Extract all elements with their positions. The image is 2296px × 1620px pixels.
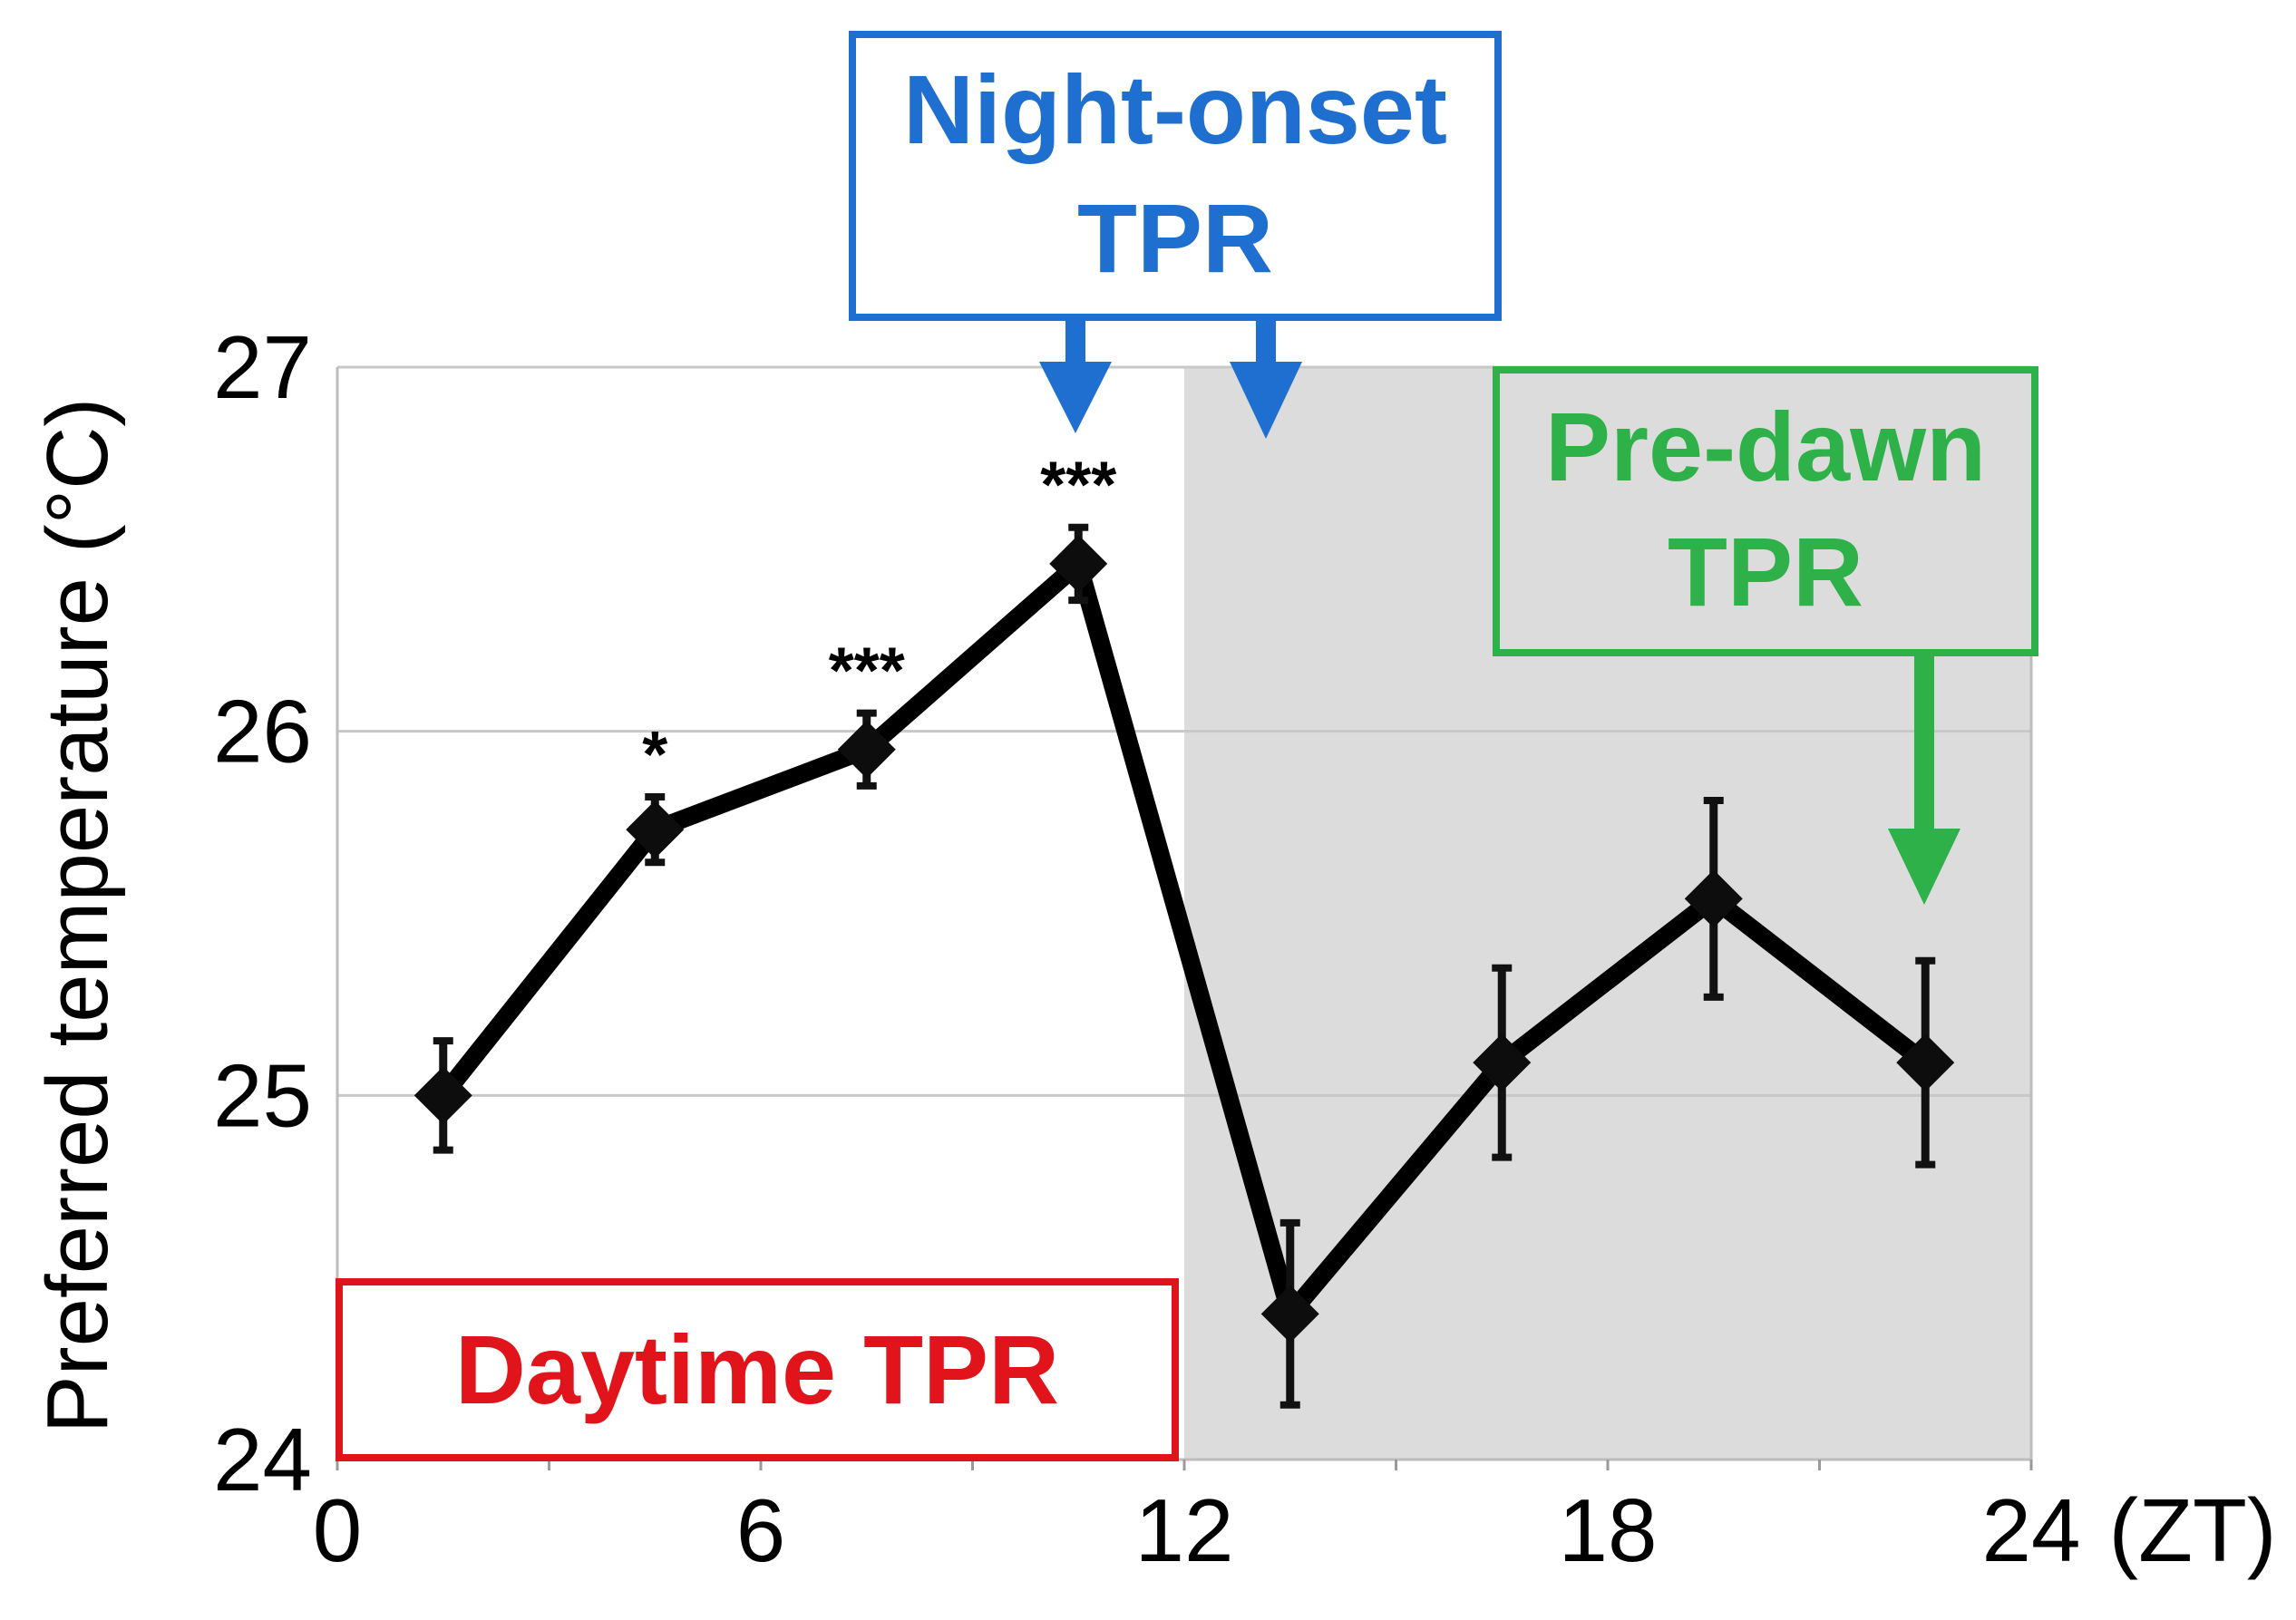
y-tick-label: 25 xyxy=(213,1045,312,1145)
data-point-marker xyxy=(413,1066,472,1125)
pre-dawn-label-line2: TPR xyxy=(1668,517,1863,626)
x-tick-label: 18 xyxy=(1558,1480,1657,1580)
data-point-group xyxy=(413,1037,472,1154)
data-point-marker xyxy=(837,720,896,779)
data-point-group xyxy=(1260,1218,1319,1409)
data-point-marker xyxy=(626,800,685,859)
daytime-annotation: Daytime TPR xyxy=(336,1278,1179,1461)
x-tick-label: 24 xyxy=(1981,1480,2080,1580)
series-layer: ******* xyxy=(413,450,1955,1409)
data-point-group: *** xyxy=(1040,450,1116,605)
series-line xyxy=(435,554,1931,1324)
pre-dawn-annotation: Pre-dawn TPR xyxy=(1493,366,2038,905)
y-tick-label: 27 xyxy=(213,317,312,417)
data-point-marker xyxy=(1684,869,1743,928)
x-unit-label: (ZT) xyxy=(2109,1480,2277,1580)
y-tick-labels: 24 25 26 27 xyxy=(213,317,312,1509)
x-tick-label: 0 xyxy=(313,1480,363,1580)
pre-dawn-arrow xyxy=(1888,656,1960,905)
x-tick-labels: 0 6 12 18 24 xyxy=(313,1480,2081,1580)
night-onset-box xyxy=(849,31,1502,321)
significance-label: *** xyxy=(829,635,905,708)
night-onset-arrow-1 xyxy=(1039,321,1112,433)
data-point-marker xyxy=(1473,1033,1532,1092)
data-point-group: *** xyxy=(829,635,905,790)
significance-label: *** xyxy=(1040,450,1116,522)
daytime-box xyxy=(336,1278,1179,1461)
night-onset-annotation: Night-onset TPR xyxy=(849,31,1502,439)
night-onset-arrow-2 xyxy=(1230,321,1302,439)
data-point-group xyxy=(1473,964,1532,1161)
data-point-group xyxy=(1684,796,1743,1001)
pre-dawn-box xyxy=(1493,366,2038,656)
data-point-group: * xyxy=(626,719,685,867)
data-point-group xyxy=(1896,956,1955,1169)
x-tick-label: 12 xyxy=(1134,1480,1233,1580)
y-tick-label: 24 xyxy=(213,1410,312,1509)
data-point-marker xyxy=(1260,1285,1319,1344)
y-tick-label: 26 xyxy=(213,682,312,781)
significance-label: * xyxy=(642,719,667,791)
daytime-label: Daytime TPR xyxy=(455,1314,1059,1424)
data-point-marker xyxy=(1896,1033,1955,1092)
y-axis-label: Preferred temperature (°C) xyxy=(29,398,126,1434)
x-tick-label: 6 xyxy=(736,1480,786,1580)
night-onset-label-line1: Night-onset xyxy=(903,54,1447,164)
pre-dawn-label-line1: Pre-dawn xyxy=(1545,392,1986,501)
data-point-marker xyxy=(1049,534,1108,593)
night-onset-label-line2: TPR xyxy=(1077,183,1273,293)
